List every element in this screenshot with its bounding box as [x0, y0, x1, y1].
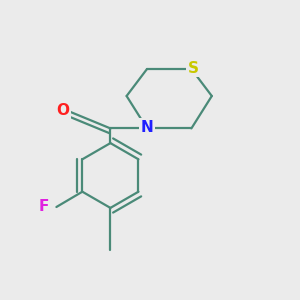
Text: S: S: [188, 61, 198, 76]
Text: N: N: [141, 120, 153, 135]
Text: F: F: [39, 199, 49, 214]
Text: O: O: [56, 103, 70, 118]
